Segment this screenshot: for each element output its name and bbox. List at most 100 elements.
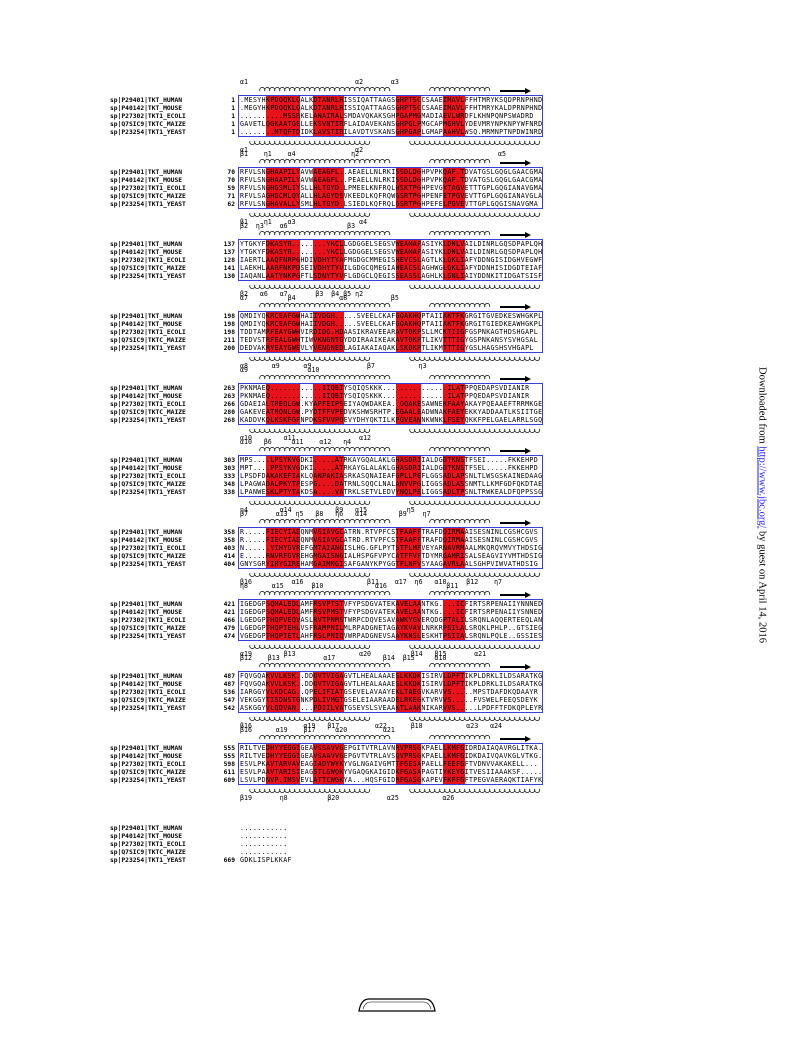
- sequence-start-number: 1: [231, 113, 235, 120]
- sequence-row: sp|P40142|TKT_MOUSE 70 RFVLSNGHAAPILYAVWAE…: [0, 176, 792, 185]
- conserved-residue-highlight: [443, 616, 465, 625]
- sequence-row: sp|P40142|TKT_MOUSE 421 IGEDGPSQMALEDLAMFR…: [0, 608, 792, 617]
- sequence-name: sp|P40142|TKT_MOUSE: [110, 393, 183, 400]
- secondary-structure-labels-bottom: β16 α19 β17 α22 β18 α23 α24: [240, 722, 503, 730]
- sequence-row: sp|P23254|TKT1_YEAST 474 VGEDGPTHQPIETLAHF…: [0, 632, 792, 641]
- conserved-residue-highlight: [265, 176, 301, 185]
- similarity-box: [238, 599, 543, 641]
- conserved-residue-highlight: [313, 672, 344, 681]
- conserved-residue-highlight: [313, 456, 344, 465]
- sequence-residues: ...........: [240, 824, 288, 832]
- conserved-residue-highlight: [395, 96, 422, 105]
- conserved-residue-highlight: [313, 632, 344, 641]
- sequence-name: sp|P27302|TKT1_ECOLI: [110, 185, 186, 192]
- conserved-residue-highlight: [313, 176, 344, 185]
- secondary-structure-graphic-bottom: [249, 212, 541, 217]
- conserved-residue-highlight: [395, 680, 422, 689]
- conserved-residue-highlight: [443, 528, 465, 537]
- sequence-residues: DEDVAKRYEAYGWEVLYVENGNEDLAGIAKAIAQAKLSKD…: [240, 344, 534, 352]
- sequence-name: sp|Q7SIC9|TKTC_MAIZE: [110, 193, 186, 200]
- sequence-name: sp|P29401|TKT_HUMAN: [110, 825, 183, 832]
- conserved-residue-highlight: [395, 688, 422, 697]
- conserved-residue-highlight: [265, 312, 301, 321]
- secondary-structure-graphic-top: [259, 375, 531, 382]
- conserved-residue-highlight: [265, 464, 301, 473]
- conserved-residue-highlight: [443, 400, 465, 409]
- sequence-start-number: 280: [223, 409, 235, 416]
- conserved-residue-highlight: [265, 168, 301, 177]
- conserved-residue-highlight: [395, 464, 422, 473]
- conserved-residue-highlight: [443, 384, 465, 393]
- sequence-name: sp|P27302|TKT1_ECOLI: [110, 617, 186, 624]
- conserved-residue-highlight: [443, 312, 465, 321]
- conserved-residue-highlight: [265, 392, 301, 401]
- sequence-residues: RILTVEDHYYEGGIGEAVSAAVVGEPGVTVTRLAVSQVPR…: [240, 752, 543, 760]
- conserved-residue-highlight: [443, 624, 465, 633]
- secondary-structure-graphic-top: [259, 519, 531, 526]
- conserved-residue-highlight: [265, 744, 301, 753]
- sequence-row: sp|P27302|TKT1_ECOLI...........: [0, 840, 792, 849]
- sequence-residues: LGEDGPTHQPVEQVASLRVTPNMSTWRPCDQVESAVAWKY…: [240, 616, 543, 624]
- conserved-residue-highlight: [395, 112, 422, 121]
- sequence-start-number: 200: [223, 345, 235, 352]
- conserved-residue-highlight: [395, 416, 422, 425]
- sequence-residues: FQVGQAKVVLKSK..DDQVTVIGAGVTLHEALAAAESLKK…: [240, 672, 543, 680]
- sequence-residues: IGEDGPSQMALEDLAMFRSVPMSTVFYPSDGVATEKAVEL…: [240, 608, 543, 616]
- conserved-residue-highlight: [313, 328, 344, 337]
- conserved-residue-highlight: [443, 96, 465, 105]
- secondary-structure-graphic-top: [259, 231, 531, 238]
- sequence-residues: PKNMAEQ............IIQEIYSQIQSKKK.......…: [240, 392, 530, 400]
- sequence-name: sp|P23254|TKT1_YEAST: [110, 777, 186, 784]
- sequence-name: sp|P27302|TKT1_ECOLI: [110, 761, 186, 768]
- conserved-residue-highlight: [443, 632, 465, 641]
- secondary-structure-graphic-top: [259, 447, 531, 454]
- conserved-residue-highlight: [265, 704, 301, 713]
- sequence-residues: GDKLISPLKKAF: [240, 856, 292, 864]
- sequence-name: sp|P40142|TKT_MOUSE: [110, 681, 183, 688]
- conserved-residue-highlight: [443, 744, 465, 753]
- sequence-row: sp|P23254|TKT1_YEAST 130 IAQANLAATYNKPGFTL…: [0, 272, 792, 281]
- conserved-residue-highlight: [265, 104, 301, 113]
- sequence-name: sp|P23254|TKT1_YEAST: [110, 129, 186, 136]
- sequence-name: sp|Q7SIC9|TKTC_MAIZE: [110, 849, 186, 856]
- sequence-residues: RFVLSNGHAAPILYAVWAEAGFL..AEAELLNLRKISSDL…: [240, 168, 543, 176]
- sequence-name: sp|P29401|TKT_HUMAN: [110, 313, 183, 320]
- conserved-residue-highlight: [395, 120, 422, 129]
- conserved-residue-highlight: [395, 752, 422, 761]
- conserved-residue-highlight: [265, 240, 301, 249]
- sequence-residues: LPANWESKLPTYTAKDSA....VATRKLSETVLEDVYNQL…: [240, 488, 543, 496]
- conserved-residue-highlight: [265, 184, 301, 193]
- sequence-row: sp|P40142|TKT_MOUSE 198 QMDIYQKRCEAFGWHAII…: [0, 320, 792, 329]
- conserved-residue-highlight: [395, 704, 422, 713]
- sequence-residues: GDAEIALTREQLGW.KYAPFEIPSEIYAQWDAKEA..GQA…: [240, 400, 543, 408]
- sequence-start-number: 141: [223, 265, 235, 272]
- sequence-row: sp|P40142|TKT_MOUSE 303 MPT....PPSYKVGDKI.…: [0, 464, 792, 473]
- sequence-residues: N......YIHYGVREFGMTAIANGISLHG.GFLPYTSTFL…: [240, 544, 543, 552]
- sequence-name: sp|P27302|TKT1_ECOLI: [110, 689, 186, 696]
- sequence-start-number: 198: [223, 321, 235, 328]
- sequence-name: sp|P40142|TKT_MOUSE: [110, 609, 183, 616]
- conserved-residue-highlight: [265, 760, 301, 769]
- conserved-residue-highlight: [395, 488, 422, 497]
- conserved-residue-highlight: [265, 96, 301, 105]
- conserved-residue-highlight: [443, 608, 465, 617]
- conserved-residue-highlight: [395, 616, 422, 625]
- conserved-residue-highlight: [313, 400, 344, 409]
- secondary-structure-labels-top: β1 η1 α4 η2 α5: [240, 150, 506, 158]
- sequence-residues: ........MTQFTDIDKLAVSTIRILAVDTVSKANSGHPG…: [240, 128, 543, 136]
- sequence-start-number: 669: [223, 857, 235, 864]
- conserved-residue-highlight: [395, 336, 422, 345]
- jbc-link[interactable]: http://www.jbc.org/: [756, 446, 768, 529]
- sequence-residues: RFVLSAGHGCMLQYALLHLAGYDSVKEEDLKQFRQWGSRT…: [240, 192, 543, 200]
- sequence-row: sp|P29401|TKT_HUMAN...........: [0, 824, 792, 833]
- conserved-residue-highlight: [313, 192, 344, 201]
- conserved-residue-highlight: [395, 264, 422, 273]
- secondary-structure-graphic-bottom: [249, 572, 541, 577]
- conserved-residue-highlight: [443, 752, 465, 761]
- conserved-residue-highlight: [443, 168, 465, 177]
- sequence-name: sp|P27302|TKT1_ECOLI: [110, 257, 186, 264]
- secondary-structure-labels-top: β12 β13 α17 β14 β15 α18: [240, 654, 447, 662]
- conserved-residue-highlight: [395, 408, 422, 417]
- sequence-residues: VEKGGYTISDNSTGNKPDLIVMGTGSELEIAARAADELRK…: [240, 696, 539, 704]
- conserved-residue-highlight: [395, 320, 422, 329]
